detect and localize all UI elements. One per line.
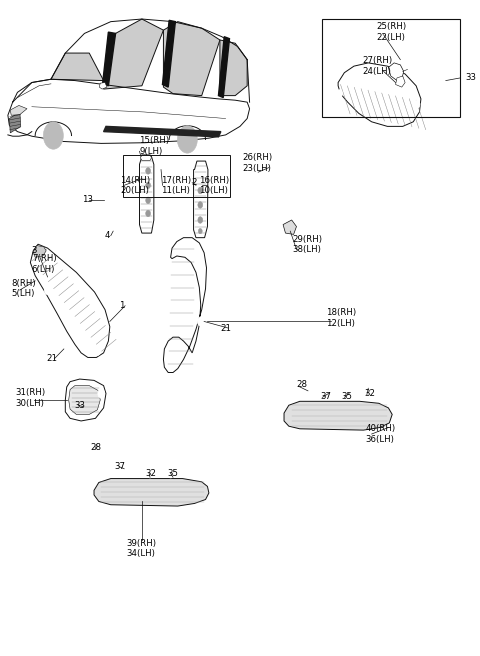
Polygon shape	[104, 127, 221, 137]
Bar	[359, 386, 365, 395]
Circle shape	[336, 90, 342, 98]
Circle shape	[43, 122, 63, 149]
Polygon shape	[163, 22, 220, 96]
Polygon shape	[9, 112, 21, 133]
Circle shape	[93, 441, 100, 451]
Text: 37: 37	[321, 392, 331, 401]
Text: 32: 32	[364, 389, 375, 398]
Text: 27(RH)
24(LH): 27(RH) 24(LH)	[362, 56, 392, 76]
Polygon shape	[338, 63, 421, 127]
Text: 26(RH)
23(LH): 26(RH) 23(LH)	[242, 154, 273, 173]
Circle shape	[146, 168, 151, 174]
Circle shape	[44, 285, 51, 295]
Polygon shape	[35, 122, 72, 136]
Circle shape	[70, 323, 77, 333]
Text: 2: 2	[191, 178, 197, 187]
Circle shape	[198, 228, 202, 234]
Circle shape	[169, 115, 205, 165]
Bar	[308, 386, 314, 395]
Text: 8(RH)
5(LH): 8(RH) 5(LH)	[11, 279, 36, 298]
Polygon shape	[10, 106, 27, 115]
Polygon shape	[51, 53, 104, 81]
Text: 37: 37	[115, 462, 126, 471]
Circle shape	[346, 389, 352, 398]
Text: 35: 35	[167, 469, 178, 478]
Text: 35: 35	[341, 392, 352, 401]
Polygon shape	[193, 161, 208, 237]
Polygon shape	[104, 19, 163, 89]
Polygon shape	[33, 245, 46, 257]
Polygon shape	[284, 401, 392, 430]
Circle shape	[98, 389, 105, 398]
Polygon shape	[163, 237, 206, 373]
Text: 28: 28	[91, 443, 102, 451]
Circle shape	[146, 182, 151, 188]
Circle shape	[177, 126, 197, 153]
Bar	[323, 388, 329, 397]
Text: 14(RH)
20(LH): 14(RH) 20(LH)	[120, 176, 150, 195]
Polygon shape	[99, 83, 107, 89]
Text: 15(RH)
9(LH): 15(RH) 9(LH)	[140, 136, 169, 155]
Circle shape	[198, 216, 203, 223]
Circle shape	[120, 462, 127, 472]
Text: 29(RH)
38(LH): 29(RH) 38(LH)	[293, 234, 323, 254]
Polygon shape	[140, 157, 154, 233]
Text: 33: 33	[75, 401, 86, 410]
Circle shape	[146, 210, 151, 216]
Text: 28: 28	[296, 380, 307, 389]
Polygon shape	[103, 32, 116, 86]
Circle shape	[100, 195, 107, 204]
Polygon shape	[396, 76, 405, 87]
Polygon shape	[388, 63, 404, 81]
Text: 21: 21	[46, 354, 57, 363]
Circle shape	[35, 111, 72, 161]
Circle shape	[198, 201, 203, 208]
Polygon shape	[218, 37, 229, 98]
Text: 33: 33	[465, 73, 476, 83]
Circle shape	[146, 197, 151, 203]
Polygon shape	[220, 40, 247, 96]
Circle shape	[145, 470, 151, 478]
Bar	[123, 155, 230, 197]
Polygon shape	[30, 244, 110, 358]
Circle shape	[365, 385, 372, 394]
Circle shape	[325, 389, 332, 398]
Circle shape	[108, 230, 115, 239]
Polygon shape	[69, 386, 100, 415]
Circle shape	[233, 171, 240, 179]
Text: 40(RH)
36(LH): 40(RH) 36(LH)	[365, 424, 396, 443]
Polygon shape	[94, 479, 209, 506]
Circle shape	[170, 470, 176, 478]
Text: 39(RH)
34(LH): 39(RH) 34(LH)	[127, 539, 157, 558]
Bar	[339, 389, 346, 398]
Polygon shape	[141, 155, 152, 161]
Text: 1: 1	[120, 301, 125, 310]
Text: 4: 4	[105, 231, 110, 240]
Polygon shape	[65, 379, 106, 421]
Text: 13: 13	[82, 195, 93, 204]
Circle shape	[94, 346, 101, 356]
Circle shape	[167, 469, 174, 478]
Circle shape	[122, 470, 128, 478]
Text: 31(RH)
30(LH): 31(RH) 30(LH)	[15, 388, 45, 408]
Circle shape	[414, 100, 420, 108]
Text: 16(RH)
10(LH): 16(RH) 10(LH)	[199, 176, 229, 195]
Text: 17(RH)
11(LH): 17(RH) 11(LH)	[161, 176, 191, 195]
Text: 25(RH)
22(LH): 25(RH) 22(LH)	[376, 22, 407, 42]
Text: 21: 21	[221, 323, 232, 333]
Circle shape	[213, 180, 219, 190]
Circle shape	[147, 469, 154, 478]
Polygon shape	[162, 20, 175, 87]
Circle shape	[201, 317, 207, 326]
Text: 32: 32	[145, 469, 156, 478]
Circle shape	[197, 317, 204, 326]
Text: 18(RH)
12(LH): 18(RH) 12(LH)	[326, 308, 356, 328]
Bar	[323, 19, 460, 117]
Text: 3: 3	[32, 246, 37, 255]
Circle shape	[198, 187, 203, 194]
Circle shape	[304, 376, 311, 385]
Text: 7(RH)
6(LH): 7(RH) 6(LH)	[32, 254, 57, 274]
Polygon shape	[283, 220, 297, 234]
